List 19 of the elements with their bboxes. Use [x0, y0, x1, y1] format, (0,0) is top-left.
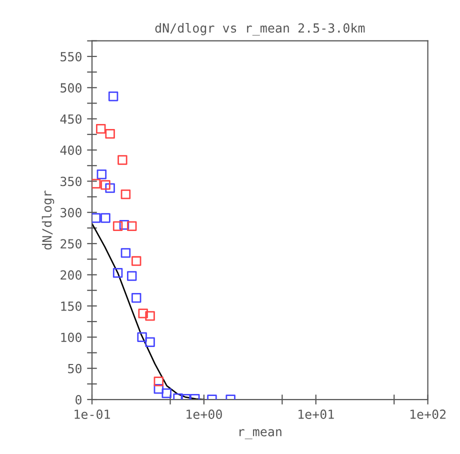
- x-tick-label: 1e+01: [298, 410, 334, 419]
- y-tick-label: 550: [60, 52, 82, 62]
- y-tick-label: 200: [60, 270, 82, 280]
- y-axis-title: dN/dlogr: [42, 190, 54, 250]
- y-tick-label: 0: [76, 395, 82, 404]
- y-tick-label: 50: [68, 364, 82, 374]
- y-tick-label: 150: [61, 301, 82, 311]
- y-tick-label: 450: [60, 114, 82, 124]
- chart-title: dN/dlogr vs r_mean 2.5-3.0km: [155, 22, 365, 36]
- y-tick-label: 350: [60, 176, 82, 186]
- y-tick-label: 250: [60, 239, 82, 249]
- y-tick-label: 500: [60, 83, 82, 93]
- y-tick-label: 300: [60, 208, 82, 218]
- x-tick-label: 1e+00: [186, 410, 222, 419]
- y-tick-label: 100: [61, 332, 82, 342]
- x-tick-label: 1e-01: [74, 410, 110, 419]
- x-axis-title: r_mean: [240, 429, 282, 440]
- y-tick-label: 400: [60, 146, 82, 155]
- x-tick-label: 1e+02: [410, 410, 446, 419]
